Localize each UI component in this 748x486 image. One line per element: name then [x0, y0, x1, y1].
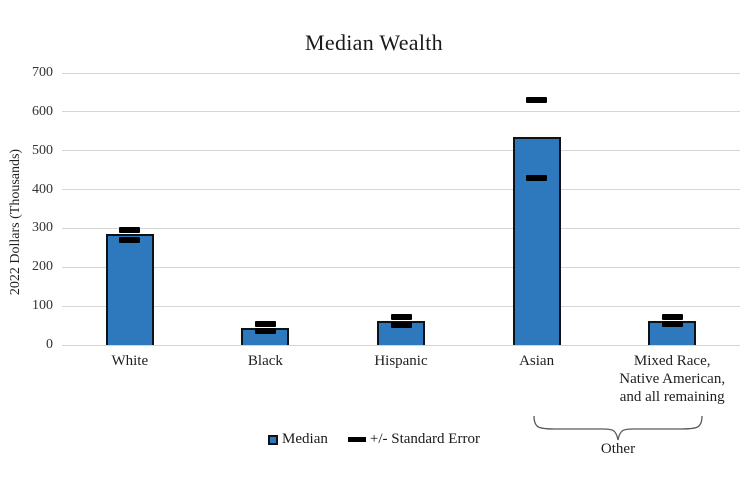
y-tick-label-300: 300	[32, 220, 53, 236]
se-lower-marker-white	[119, 237, 141, 244]
gridline-500	[62, 150, 740, 152]
plot-area	[62, 72, 740, 346]
gridline-700	[62, 72, 740, 74]
other-group-label: Other	[600, 441, 636, 457]
y-tick-label-700: 700	[32, 65, 53, 80]
se-upper-marker-hispanic	[390, 313, 412, 320]
x-axis-labels: White Black Hispanic Asian Mixed Race, Nativ…	[62, 352, 740, 412]
se-lower-marker-asian	[526, 174, 548, 181]
y-tick-label-500: 500	[32, 142, 53, 158]
legend: Median +/- Standard Error	[0, 431, 748, 448]
y-tick-label-0: 0	[46, 337, 53, 352]
se-lower-marker-mixed-race	[661, 320, 683, 327]
bar-asian	[512, 137, 561, 345]
gridline-300	[62, 227, 740, 229]
se-lower-marker-hispanic	[390, 322, 412, 329]
gridline-100	[62, 305, 740, 307]
x-label-white: White	[111, 353, 149, 369]
se-upper-marker-white	[119, 226, 141, 233]
x-label-mixed-race: Mixed Race, Native American, and all rem…	[619, 353, 726, 405]
bracket-path	[533, 415, 703, 441]
chart-title: Median Wealth	[305, 30, 443, 55]
standard-error-legend-swatch-icon	[347, 437, 366, 442]
x-label-hispanic: Hispanic	[374, 353, 428, 369]
y-tick-label-600: 600	[32, 103, 53, 119]
se-upper-marker-black	[254, 321, 276, 328]
legend-item-median: Median	[268, 431, 328, 448]
gridline-600	[62, 111, 740, 113]
x-label-asian: Asian	[519, 353, 555, 369]
legend-standard-error-label: +/- Standard Error	[369, 431, 480, 447]
se-upper-marker-asian	[526, 97, 548, 104]
y-tick-label-100: 100	[32, 298, 53, 314]
bar-white	[105, 234, 154, 345]
legend-median-label: Median	[282, 431, 328, 447]
se-lower-marker-black	[254, 328, 276, 334]
median-legend-swatch-icon	[268, 434, 279, 445]
legend-item-standard-error: +/- Standard Error	[347, 431, 480, 448]
other-group-bracket	[533, 415, 703, 441]
gridline-200	[62, 266, 740, 268]
x-label-black: Black	[247, 353, 283, 369]
y-tick-label-400: 400	[32, 181, 53, 197]
gridline-0	[62, 344, 740, 346]
se-upper-marker-mixed-race	[661, 314, 683, 321]
y-tick-label-200: 200	[32, 259, 53, 275]
y-axis-ticks: 0 100 200 300 400 500 600 700	[0, 65, 53, 352]
gridline-400	[62, 189, 740, 191]
